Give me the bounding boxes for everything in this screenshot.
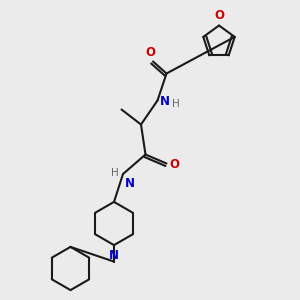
Text: O: O (146, 46, 156, 59)
Text: H: H (111, 167, 119, 178)
Text: O: O (169, 158, 179, 172)
Text: O: O (214, 9, 224, 22)
Text: N: N (109, 249, 119, 262)
Text: N: N (124, 177, 134, 190)
Text: N: N (160, 95, 170, 109)
Text: H: H (172, 99, 180, 109)
